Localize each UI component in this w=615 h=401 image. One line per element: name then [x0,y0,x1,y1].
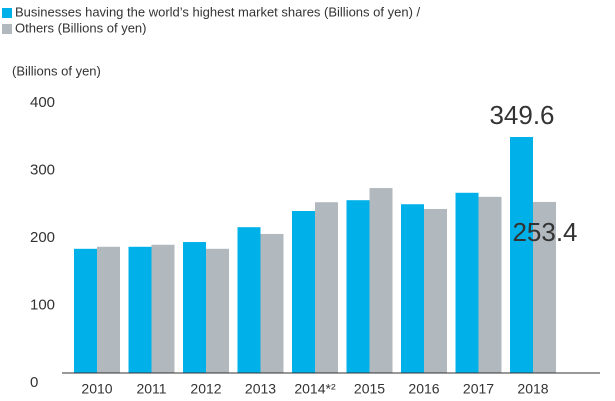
bar [97,246,120,373]
bar [478,196,502,373]
bar [292,211,315,373]
data-label: 349.6 [489,100,554,130]
bar [510,137,533,373]
y-tick-label: 200 [30,229,55,246]
y-tick-label: 400 [30,94,55,111]
bar [206,248,229,373]
bar [533,201,556,373]
bar [237,227,261,373]
y-tick-label: 0 [30,374,38,391]
x-tick-label: 2012 [190,381,221,397]
x-tick-label: 2014*² [294,381,336,397]
bar [74,248,97,373]
bar [151,244,175,373]
bar [315,202,338,373]
x-tick-label: 2015 [354,381,385,397]
bar [183,242,206,373]
y-tick-label: 100 [30,296,55,313]
legend-label: Others (Billions of yen) [15,20,147,35]
x-tick-label: 2010 [81,381,112,397]
bar [369,188,393,373]
bar [128,246,152,373]
x-tick-label: 2018 [517,381,548,397]
x-tick-label: 2016 [408,381,439,397]
x-tick-label: 2013 [245,381,276,397]
bar [346,200,370,373]
legend-swatch [2,24,12,34]
bar [424,208,447,373]
bar [401,204,424,373]
y-axis-label: (Billions of yen) [12,63,101,78]
bar [260,233,284,373]
x-tick-label: 2011 [136,381,166,397]
x-tick-label: 2017 [463,381,494,397]
legend-label: Businesses having the world’s highest ma… [15,4,421,19]
y-tick-label: 300 [30,161,55,178]
bar [455,192,479,373]
legend-swatch [2,8,12,18]
data-label: 253.4 [512,217,577,247]
